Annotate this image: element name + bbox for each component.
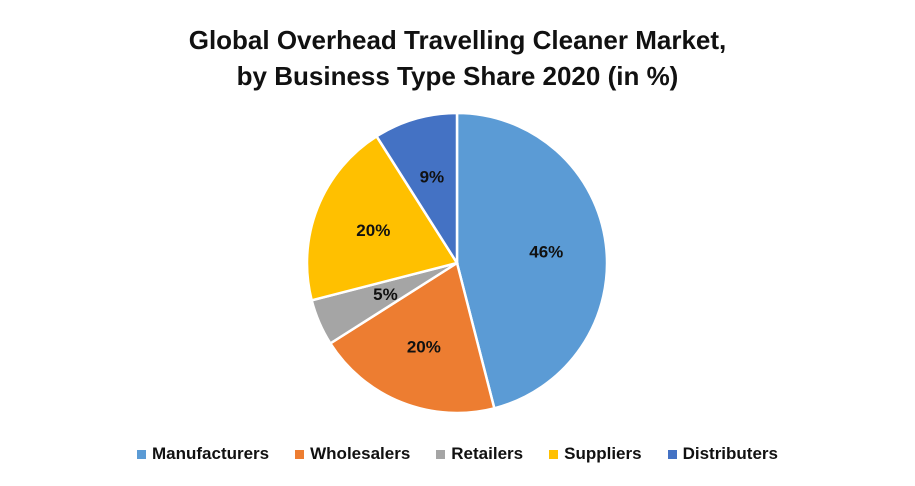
legend-swatch	[549, 449, 559, 459]
legend-swatch	[295, 449, 305, 459]
pie-slice-manufacturers	[455, 111, 609, 410]
legend-swatch	[667, 449, 677, 459]
legend-label: Wholesalers	[310, 444, 411, 463]
pie-slice-distributers	[374, 111, 459, 268]
chart-title-line-2: by Business Type Share 2020 (in %)	[236, 61, 679, 91]
pie-slice-wholesalers	[328, 261, 496, 415]
legend-swatch	[136, 449, 146, 459]
legend-label: Distributers	[682, 444, 778, 463]
chart-legend: Manufacturers Wholesalers Retailers Supplie…	[0, 444, 915, 464]
pie-slice-suppliers	[305, 134, 459, 302]
legend-item-wholesalers: Wholesalers	[295, 444, 410, 464]
data-label-distributers: 9%	[420, 168, 445, 187]
data-label-suppliers: 20%	[356, 221, 390, 240]
legend-label: Suppliers	[564, 444, 642, 463]
chart-title: Global Overhead Travelling Cleaner Marke…	[0, 22, 915, 94]
legend-swatch	[436, 449, 446, 459]
data-label-manufacturers: 46%	[529, 243, 563, 262]
legend-item-distributers: Distributers	[667, 444, 778, 464]
legend-item-manufacturers: Manufacturers	[136, 444, 270, 464]
legend-item-retailers: Retailers	[436, 444, 523, 464]
legend-item-suppliers: Suppliers	[549, 444, 642, 464]
data-label-wholesalers: 20%	[407, 338, 441, 357]
legend-label: Retailers	[451, 444, 524, 463]
legend-label: Manufacturers	[151, 444, 270, 463]
chart-title-line-1: Global Overhead Travelling Cleaner Marke…	[188, 25, 727, 55]
data-label-retailers: 5%	[373, 285, 398, 304]
